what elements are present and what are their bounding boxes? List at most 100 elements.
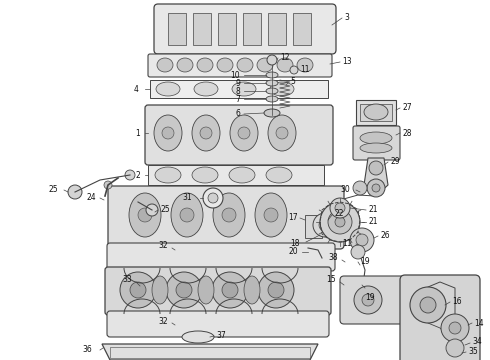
Ellipse shape — [192, 115, 220, 151]
Text: 14: 14 — [474, 319, 484, 328]
Ellipse shape — [194, 82, 218, 96]
Text: 25: 25 — [49, 185, 58, 194]
Bar — [148, 165, 324, 185]
Ellipse shape — [258, 272, 294, 308]
Text: 31: 31 — [182, 194, 192, 202]
Bar — [293, 13, 311, 45]
Circle shape — [351, 245, 365, 259]
Ellipse shape — [120, 272, 156, 308]
Bar — [356, 100, 396, 125]
FancyBboxPatch shape — [340, 276, 404, 324]
Ellipse shape — [229, 167, 255, 183]
Ellipse shape — [237, 58, 253, 72]
Ellipse shape — [197, 58, 213, 72]
Text: 12: 12 — [280, 54, 290, 63]
Bar — [305, 215, 322, 238]
Circle shape — [369, 161, 383, 175]
Text: 35: 35 — [468, 347, 478, 356]
Ellipse shape — [255, 193, 287, 237]
Text: 11: 11 — [300, 66, 310, 75]
Text: 22: 22 — [334, 210, 343, 219]
Ellipse shape — [177, 58, 193, 72]
Ellipse shape — [244, 276, 260, 304]
Ellipse shape — [129, 193, 161, 237]
Ellipse shape — [232, 82, 256, 96]
Circle shape — [125, 170, 135, 180]
Text: 10: 10 — [230, 71, 240, 80]
Bar — [268, 13, 286, 45]
Circle shape — [319, 219, 331, 231]
Bar — [243, 13, 261, 45]
Bar — [360, 104, 392, 121]
Ellipse shape — [157, 58, 173, 72]
Circle shape — [354, 286, 382, 314]
Circle shape — [203, 188, 223, 208]
FancyBboxPatch shape — [145, 105, 333, 165]
Circle shape — [328, 210, 352, 234]
Text: 32: 32 — [158, 316, 168, 325]
Ellipse shape — [230, 115, 258, 151]
Circle shape — [313, 213, 337, 237]
Circle shape — [335, 203, 345, 213]
Circle shape — [356, 234, 368, 246]
Circle shape — [208, 193, 218, 203]
Ellipse shape — [238, 127, 250, 139]
Ellipse shape — [264, 109, 280, 117]
Text: 36: 36 — [82, 346, 92, 355]
Text: 9: 9 — [235, 78, 240, 87]
Ellipse shape — [176, 282, 192, 298]
Ellipse shape — [182, 331, 214, 343]
Ellipse shape — [266, 88, 278, 94]
FancyBboxPatch shape — [107, 311, 329, 337]
Ellipse shape — [155, 167, 181, 183]
Ellipse shape — [162, 127, 174, 139]
Ellipse shape — [268, 115, 296, 151]
Text: 21: 21 — [368, 206, 377, 215]
Circle shape — [420, 297, 436, 313]
Bar — [150, 80, 328, 98]
Ellipse shape — [166, 272, 202, 308]
Text: 30: 30 — [340, 185, 350, 194]
Bar — [110, 347, 310, 358]
Polygon shape — [364, 158, 388, 196]
Text: 5: 5 — [290, 77, 295, 86]
Text: 29: 29 — [390, 157, 400, 166]
Text: 33: 33 — [122, 275, 132, 284]
Circle shape — [362, 294, 374, 306]
Text: 32: 32 — [158, 242, 168, 251]
Text: 7: 7 — [235, 94, 240, 104]
Circle shape — [372, 184, 380, 192]
FancyBboxPatch shape — [353, 126, 400, 160]
Ellipse shape — [130, 282, 146, 298]
Ellipse shape — [266, 96, 278, 102]
Circle shape — [335, 217, 345, 227]
Text: 28: 28 — [402, 129, 412, 138]
Ellipse shape — [264, 208, 278, 222]
Circle shape — [410, 287, 446, 323]
Text: 37: 37 — [216, 330, 226, 339]
Text: 18: 18 — [291, 239, 300, 248]
Ellipse shape — [360, 143, 392, 153]
Text: 16: 16 — [452, 297, 462, 306]
Text: 34: 34 — [472, 338, 482, 346]
Ellipse shape — [266, 167, 292, 183]
Circle shape — [68, 185, 82, 199]
Text: 19: 19 — [360, 257, 369, 266]
Circle shape — [267, 55, 277, 65]
Ellipse shape — [266, 80, 278, 86]
Ellipse shape — [222, 282, 238, 298]
Text: 38: 38 — [328, 253, 338, 262]
Ellipse shape — [192, 167, 218, 183]
Ellipse shape — [270, 82, 294, 96]
Text: 13: 13 — [342, 58, 352, 67]
Ellipse shape — [268, 282, 284, 298]
Ellipse shape — [154, 115, 182, 151]
Bar — [168, 13, 186, 45]
Ellipse shape — [222, 208, 236, 222]
Ellipse shape — [171, 193, 203, 237]
Ellipse shape — [180, 208, 194, 222]
Text: 24: 24 — [86, 194, 96, 202]
Bar — [218, 13, 236, 45]
Text: 1: 1 — [135, 129, 140, 138]
Text: 3: 3 — [344, 13, 349, 22]
